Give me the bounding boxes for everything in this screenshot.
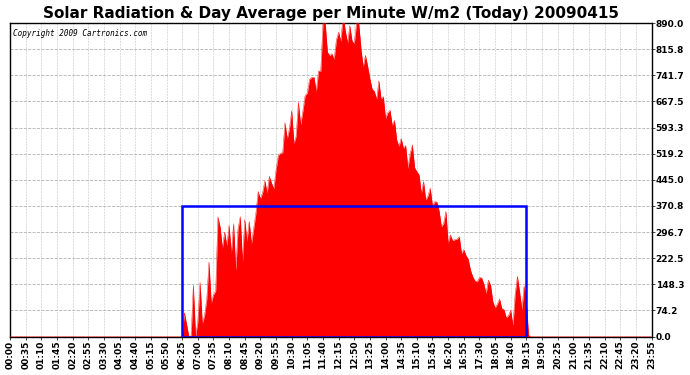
Title: Solar Radiation & Day Average per Minute W/m2 (Today) 20090415: Solar Radiation & Day Average per Minute… (43, 6, 619, 21)
Text: Copyright 2009 Cartronics.com: Copyright 2009 Cartronics.com (13, 29, 148, 38)
Bar (182, 206, 526, 336)
